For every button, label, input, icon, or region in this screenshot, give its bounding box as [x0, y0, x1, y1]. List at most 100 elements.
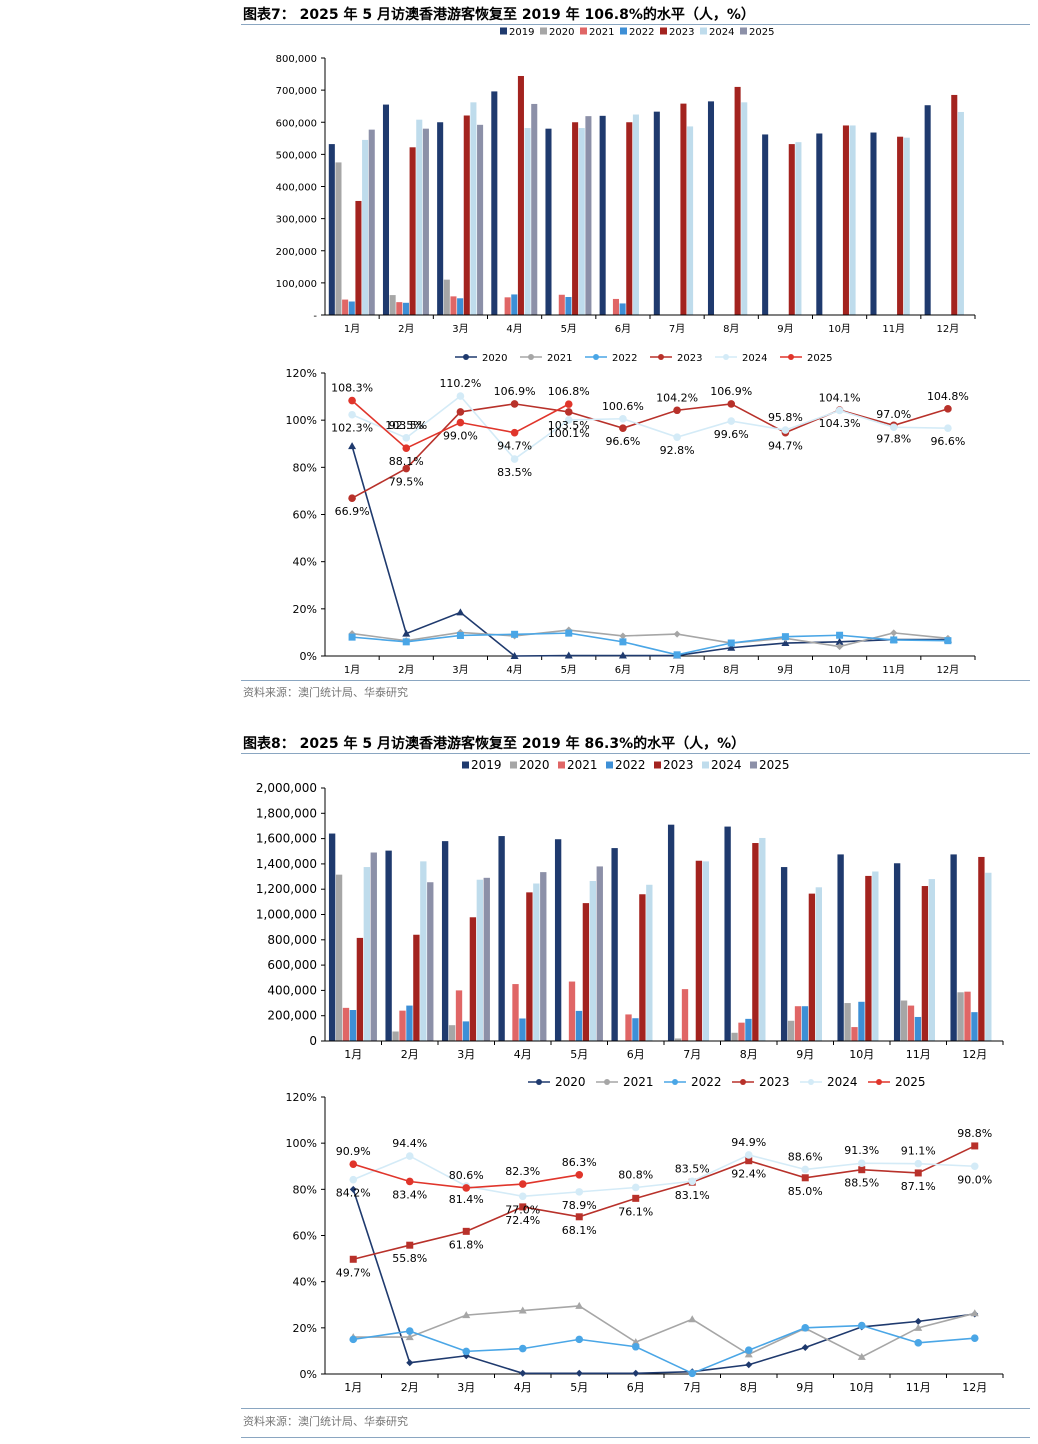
bar-2024: [815, 887, 823, 1041]
legend-label-2024: 2024: [742, 353, 767, 364]
y-tick-label: 120%: [286, 1091, 317, 1104]
bar-2024: [589, 880, 597, 1041]
bar-2021: [342, 1007, 350, 1041]
legend-swatch-2022: [620, 27, 627, 35]
legend-swatch-2025: [740, 27, 747, 35]
marker-2022: [511, 630, 519, 638]
bar-2024: [578, 128, 585, 315]
bar-2019: [545, 128, 552, 315]
marker-2020: [564, 651, 573, 659]
data-label: 90.0%: [957, 1173, 992, 1186]
x-category-label: 1月: [344, 1048, 362, 1061]
fig8-line-chart: 0% 20% 40% 60% 80% 100% 120% 1月 2月 3月 4月 5月 6月 7月 8月 9月…: [286, 1075, 1004, 1394]
bar-2024: [646, 884, 653, 1041]
bar-2022: [858, 1001, 865, 1041]
marker-2022: [836, 631, 844, 639]
marker-2021: [631, 1338, 640, 1346]
x-category-label: 12月: [962, 1381, 987, 1394]
bar-2024: [687, 126, 694, 316]
marker-2024: [349, 1175, 358, 1184]
x-category-label: 3月: [452, 664, 468, 676]
bar-2020: [392, 1031, 399, 1041]
x-category-label: 11月: [882, 323, 905, 335]
legend-swatch-2019: [500, 27, 507, 35]
bar-2023: [897, 136, 904, 315]
marker-2024: [744, 1151, 753, 1159]
x-category-label: 4月: [514, 1381, 532, 1394]
data-label: 83.5%: [497, 466, 532, 479]
x-category-label: 10月: [828, 664, 851, 676]
y-tick-label: 700,000: [276, 86, 317, 97]
bar-2020: [674, 1038, 682, 1041]
bar-2021: [738, 1022, 745, 1041]
bar-2023: [639, 894, 646, 1041]
legend-label-2020: 2020: [482, 353, 507, 364]
x-category-label: 8月: [723, 323, 739, 335]
x-category-label: 5月: [561, 664, 577, 676]
legend-label-2022: 2022: [629, 27, 654, 38]
bar-2022: [406, 1005, 413, 1041]
bar-2021: [625, 1014, 632, 1041]
legend-label-2025: 2025: [807, 353, 832, 364]
bar-2022: [575, 1010, 583, 1041]
bar-2025: [477, 124, 484, 315]
x-category-label: 12月: [937, 664, 960, 676]
legend-label-2022: 2022: [612, 353, 637, 364]
marker-2022: [857, 1321, 866, 1330]
data-label: 83.5%: [675, 1162, 710, 1175]
figure8-title: 图表8： 2025 年 5 月访澳香港游客恢复至 2019 年 86.3%的水平…: [243, 736, 746, 752]
x-category-label: 6月: [627, 1048, 645, 1061]
bar-2019: [667, 824, 675, 1041]
marker-2021: [890, 629, 898, 637]
marker-2020: [406, 1359, 414, 1367]
x-category-label: 11月: [906, 1381, 931, 1394]
data-label: 88.1%: [389, 455, 424, 468]
y-tick-label: 100%: [286, 414, 317, 427]
marker-2022: [456, 631, 464, 639]
y-tick-label: 60%: [293, 509, 317, 522]
x-category-label: 9月: [777, 323, 793, 335]
bar-2025: [422, 128, 429, 315]
bar-2022: [519, 1018, 526, 1041]
bar-2023: [752, 843, 759, 1041]
legend-swatch-2020: [510, 761, 517, 769]
legend-swatch-2024: [700, 27, 707, 35]
bar-2024: [476, 879, 484, 1041]
bar-2024: [957, 111, 964, 315]
marker-2024: [631, 1183, 640, 1192]
data-label: 96.6%: [605, 435, 640, 448]
x-category-label: 5月: [570, 1048, 588, 1061]
bar-2022: [914, 1016, 922, 1041]
marker-2023: [348, 494, 356, 503]
bar-2025: [368, 129, 375, 315]
legend-marker-2020: [536, 1079, 542, 1085]
bar-2023: [680, 103, 687, 316]
bar-2022: [402, 302, 409, 315]
bar-2023: [842, 125, 849, 316]
marker-2025: [575, 1170, 584, 1179]
data-label: 49.7%: [336, 1266, 371, 1279]
marker-2025: [348, 396, 356, 405]
data-label: 88.6%: [788, 1150, 823, 1163]
marker-2021: [575, 1301, 584, 1309]
data-label: 87.1%: [901, 1180, 936, 1193]
marker-2023: [971, 1142, 979, 1150]
bar-2021: [681, 989, 689, 1041]
marker-2021: [619, 632, 627, 640]
y-tick-label: 300,000: [276, 215, 317, 226]
x-category-label: 10月: [849, 1048, 874, 1061]
x-category-label: 3月: [457, 1381, 475, 1394]
legend-label-2021: 2021: [547, 353, 572, 364]
data-label: 83.4%: [392, 1188, 427, 1201]
bar-2019: [893, 863, 901, 1041]
marker-2023: [914, 1169, 922, 1177]
bar-2024: [470, 102, 477, 316]
y-tick-label: 2,000,000: [256, 781, 317, 795]
data-label: 72.4%: [505, 1214, 540, 1227]
marker-2023: [632, 1194, 640, 1202]
marker-2022: [575, 1335, 584, 1344]
data-label: 97.8%: [876, 432, 911, 445]
data-label: 91.1%: [901, 1145, 936, 1158]
data-label: 80.8%: [618, 1168, 653, 1181]
bar-2024: [985, 872, 992, 1041]
